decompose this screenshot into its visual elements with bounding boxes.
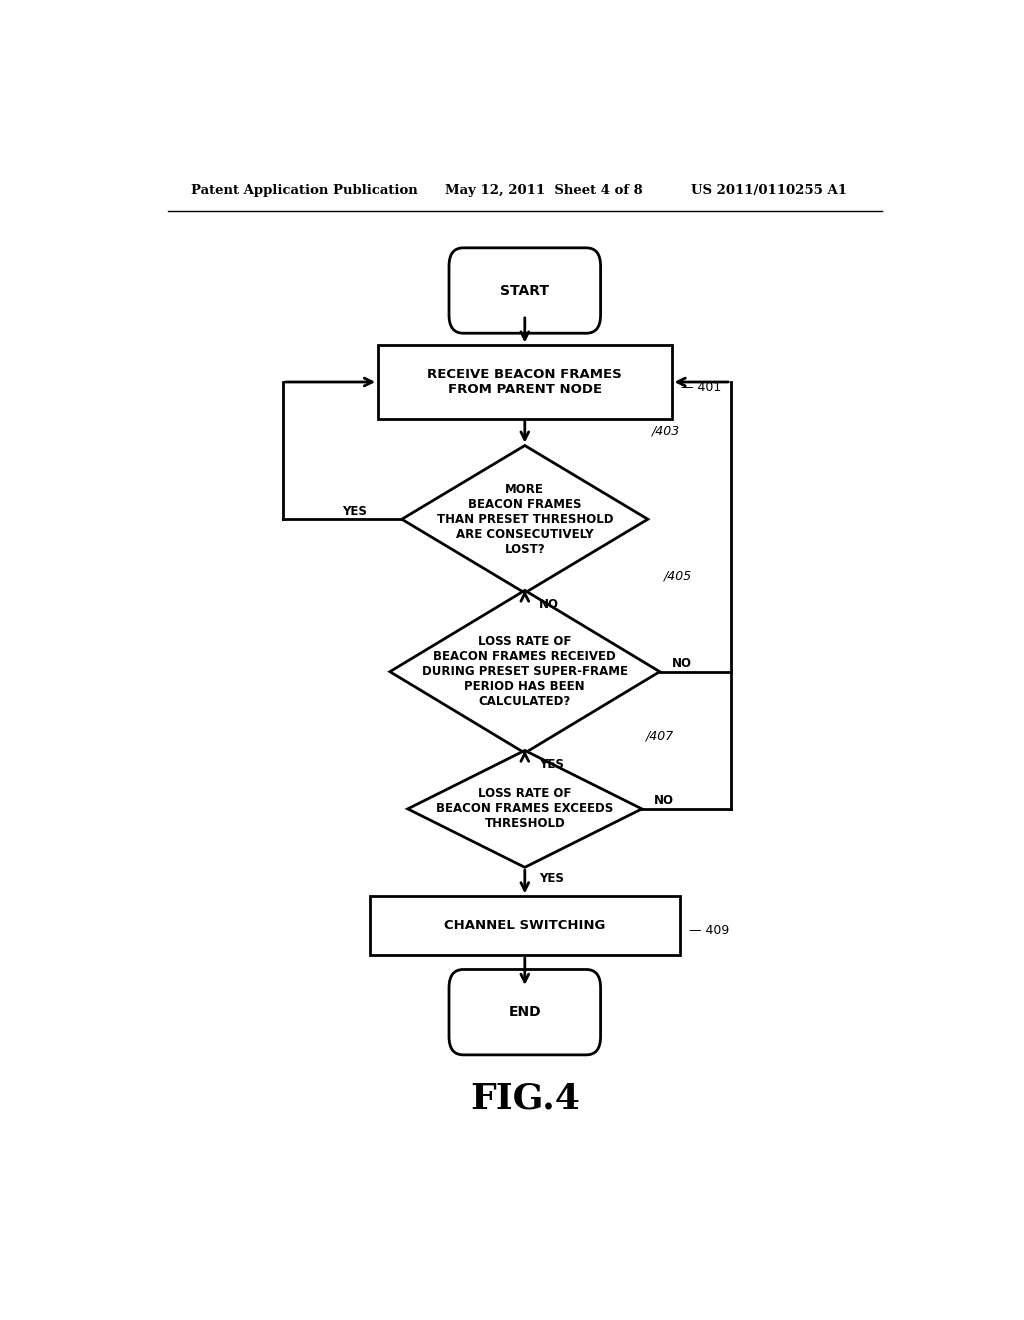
Text: MORE
BEACON FRAMES
THAN PRESET THRESHOLD
ARE CONSECUTIVELY
LOST?: MORE BEACON FRAMES THAN PRESET THRESHOLD… (436, 483, 613, 556)
Text: YES: YES (342, 504, 368, 517)
Text: — 409: — 409 (689, 924, 729, 937)
Text: END: END (509, 1005, 541, 1019)
Text: — 401: — 401 (681, 380, 721, 393)
Text: NO: NO (672, 657, 691, 671)
Text: NO: NO (539, 598, 559, 611)
Text: US 2011/0110255 A1: US 2011/0110255 A1 (691, 183, 848, 197)
Text: RECEIVE BEACON FRAMES
FROM PARENT NODE: RECEIVE BEACON FRAMES FROM PARENT NODE (427, 368, 623, 396)
Polygon shape (401, 446, 648, 593)
FancyBboxPatch shape (449, 969, 601, 1055)
Bar (378, 346, 672, 418)
Text: /403: /403 (652, 425, 680, 437)
Text: CHANNEL SWITCHING: CHANNEL SWITCHING (444, 919, 605, 932)
Text: May 12, 2011  Sheet 4 of 8: May 12, 2011 Sheet 4 of 8 (445, 183, 643, 197)
Bar (370, 896, 680, 956)
Text: Patent Application Publication: Patent Application Publication (191, 183, 418, 197)
Text: LOSS RATE OF
BEACON FRAMES RECEIVED
DURING PRESET SUPER-FRAME
PERIOD HAS BEEN
CA: LOSS RATE OF BEACON FRAMES RECEIVED DURI… (422, 635, 628, 709)
Text: YES: YES (539, 758, 564, 771)
Text: START: START (501, 284, 549, 297)
Text: /407: /407 (646, 730, 674, 742)
Polygon shape (390, 590, 659, 752)
Text: NO: NO (653, 795, 674, 808)
Text: LOSS RATE OF
BEACON FRAMES EXCEEDS
THRESHOLD: LOSS RATE OF BEACON FRAMES EXCEEDS THRES… (436, 788, 613, 830)
Text: FIG.4: FIG.4 (470, 1081, 580, 1115)
Text: /405: /405 (664, 569, 692, 582)
FancyBboxPatch shape (449, 248, 601, 333)
Polygon shape (408, 751, 642, 867)
Text: YES: YES (539, 873, 564, 886)
